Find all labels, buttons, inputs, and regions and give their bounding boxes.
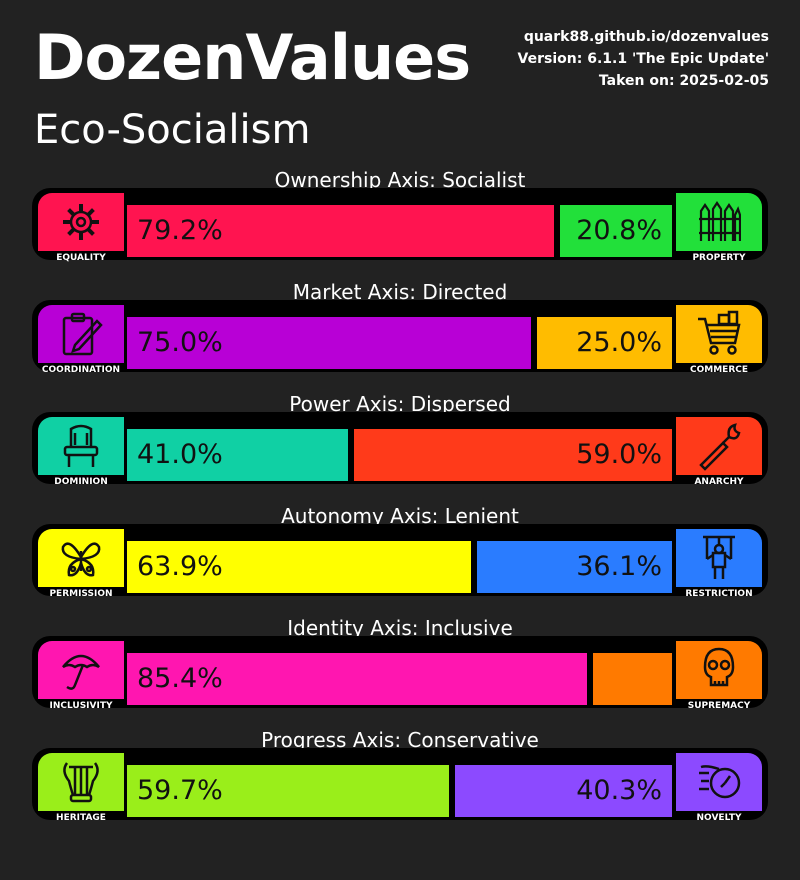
value-name-label: PROPERTY (692, 253, 746, 263)
value-name-label: DOMINION (54, 477, 108, 487)
ideology-result: Eco-Socialism (34, 107, 311, 153)
bar-segment-right (593, 653, 672, 705)
value-name-label: INCLUSIVITY (49, 701, 113, 711)
taken-date: Taken on: 2025-02-05 (598, 73, 769, 89)
shopping-cart-icon (676, 305, 762, 363)
bar-segment-left: 85.4% (127, 653, 587, 705)
site-url[interactable]: quark88.github.io/dozenvalues (523, 29, 769, 45)
percent-label-left: 59.7% (137, 775, 223, 806)
score-bar: 41.0% 59.0% (127, 429, 672, 481)
percent-label-left: 75.0% (137, 327, 223, 358)
percent-label-right: 20.8% (576, 215, 662, 246)
stopwatch-icon (676, 753, 762, 811)
fence-icon (676, 193, 762, 251)
value-name-label: RESTRICTION (685, 589, 753, 599)
bar-segment-left: 75.0% (127, 317, 531, 369)
throne-icon (38, 417, 124, 475)
score-bar: 85.4% (127, 653, 672, 705)
bar-segment-right: 20.8% (560, 205, 672, 257)
score-bar: 63.9% 36.1% (127, 541, 672, 593)
app-title: DozenValues (34, 21, 471, 94)
score-bar: 59.7% 40.3% (127, 765, 672, 817)
value-name-label: COMMERCE (690, 365, 748, 375)
bar-segment-left: 41.0% (127, 429, 348, 481)
percent-label-right: 25.0% (576, 327, 662, 358)
umbrella-icon (38, 641, 124, 699)
percent-label-right: 40.3% (576, 775, 662, 806)
value-name-label: PERMISSION (49, 589, 113, 599)
bar-segment-left: 63.9% (127, 541, 471, 593)
axis-row: Power Axis: Dispersed DOMINION ANARCHY 41.0… (0, 390, 800, 502)
meta-info: quark88.github.io/dozenvalues Version: 6… (469, 26, 769, 92)
gear-icon (38, 193, 124, 251)
molotov-icon (676, 417, 762, 475)
value-name-label: NOVELTY (696, 813, 742, 823)
skull-icon (676, 641, 762, 699)
bar-segment-left: 59.7% (127, 765, 449, 817)
value-name-label: ANARCHY (694, 477, 744, 487)
bar-segment-left: 79.2% (127, 205, 554, 257)
lyre-icon (38, 753, 124, 811)
axis-row: Market Axis: Directed COORDINATION COMMERC… (0, 278, 800, 390)
percent-label-right: 59.0% (576, 439, 662, 470)
score-bar: 79.2% 20.8% (127, 205, 672, 257)
version-text: Version: 6.1.1 'The Epic Update' (517, 51, 769, 67)
percent-label-left: 85.4% (137, 663, 223, 694)
clipboard-pen-icon (38, 305, 124, 363)
bar-segment-right: 36.1% (477, 541, 672, 593)
butterfly-icon (38, 529, 124, 587)
bar-segment-right: 40.3% (455, 765, 672, 817)
value-name-label: HERITAGE (56, 813, 106, 823)
percent-label-left: 63.9% (137, 551, 223, 582)
value-name-label: EQUALITY (56, 253, 106, 263)
marionette-icon (676, 529, 762, 587)
percent-label-left: 41.0% (137, 439, 223, 470)
axis-row: Ownership Axis: Socialist EQUALITY PROPERT… (0, 166, 800, 278)
bar-segment-right: 25.0% (537, 317, 672, 369)
axis-row: Identity Axis: Inclusive INCLUSIVITY SUPRE… (0, 614, 800, 726)
score-bar: 75.0% 25.0% (127, 317, 672, 369)
bar-segment-right: 59.0% (354, 429, 672, 481)
axis-row: Autonomy Axis: Lenient PERMISSION RESTRICT… (0, 502, 800, 614)
value-name-label: SUPREMACY (687, 701, 751, 711)
percent-label-left: 79.2% (137, 215, 223, 246)
percent-label-right: 36.1% (576, 551, 662, 582)
value-name-label: COORDINATION (41, 365, 121, 375)
axis-row: Progress Axis: Conservative HERITAGE NOVEL… (0, 726, 800, 838)
